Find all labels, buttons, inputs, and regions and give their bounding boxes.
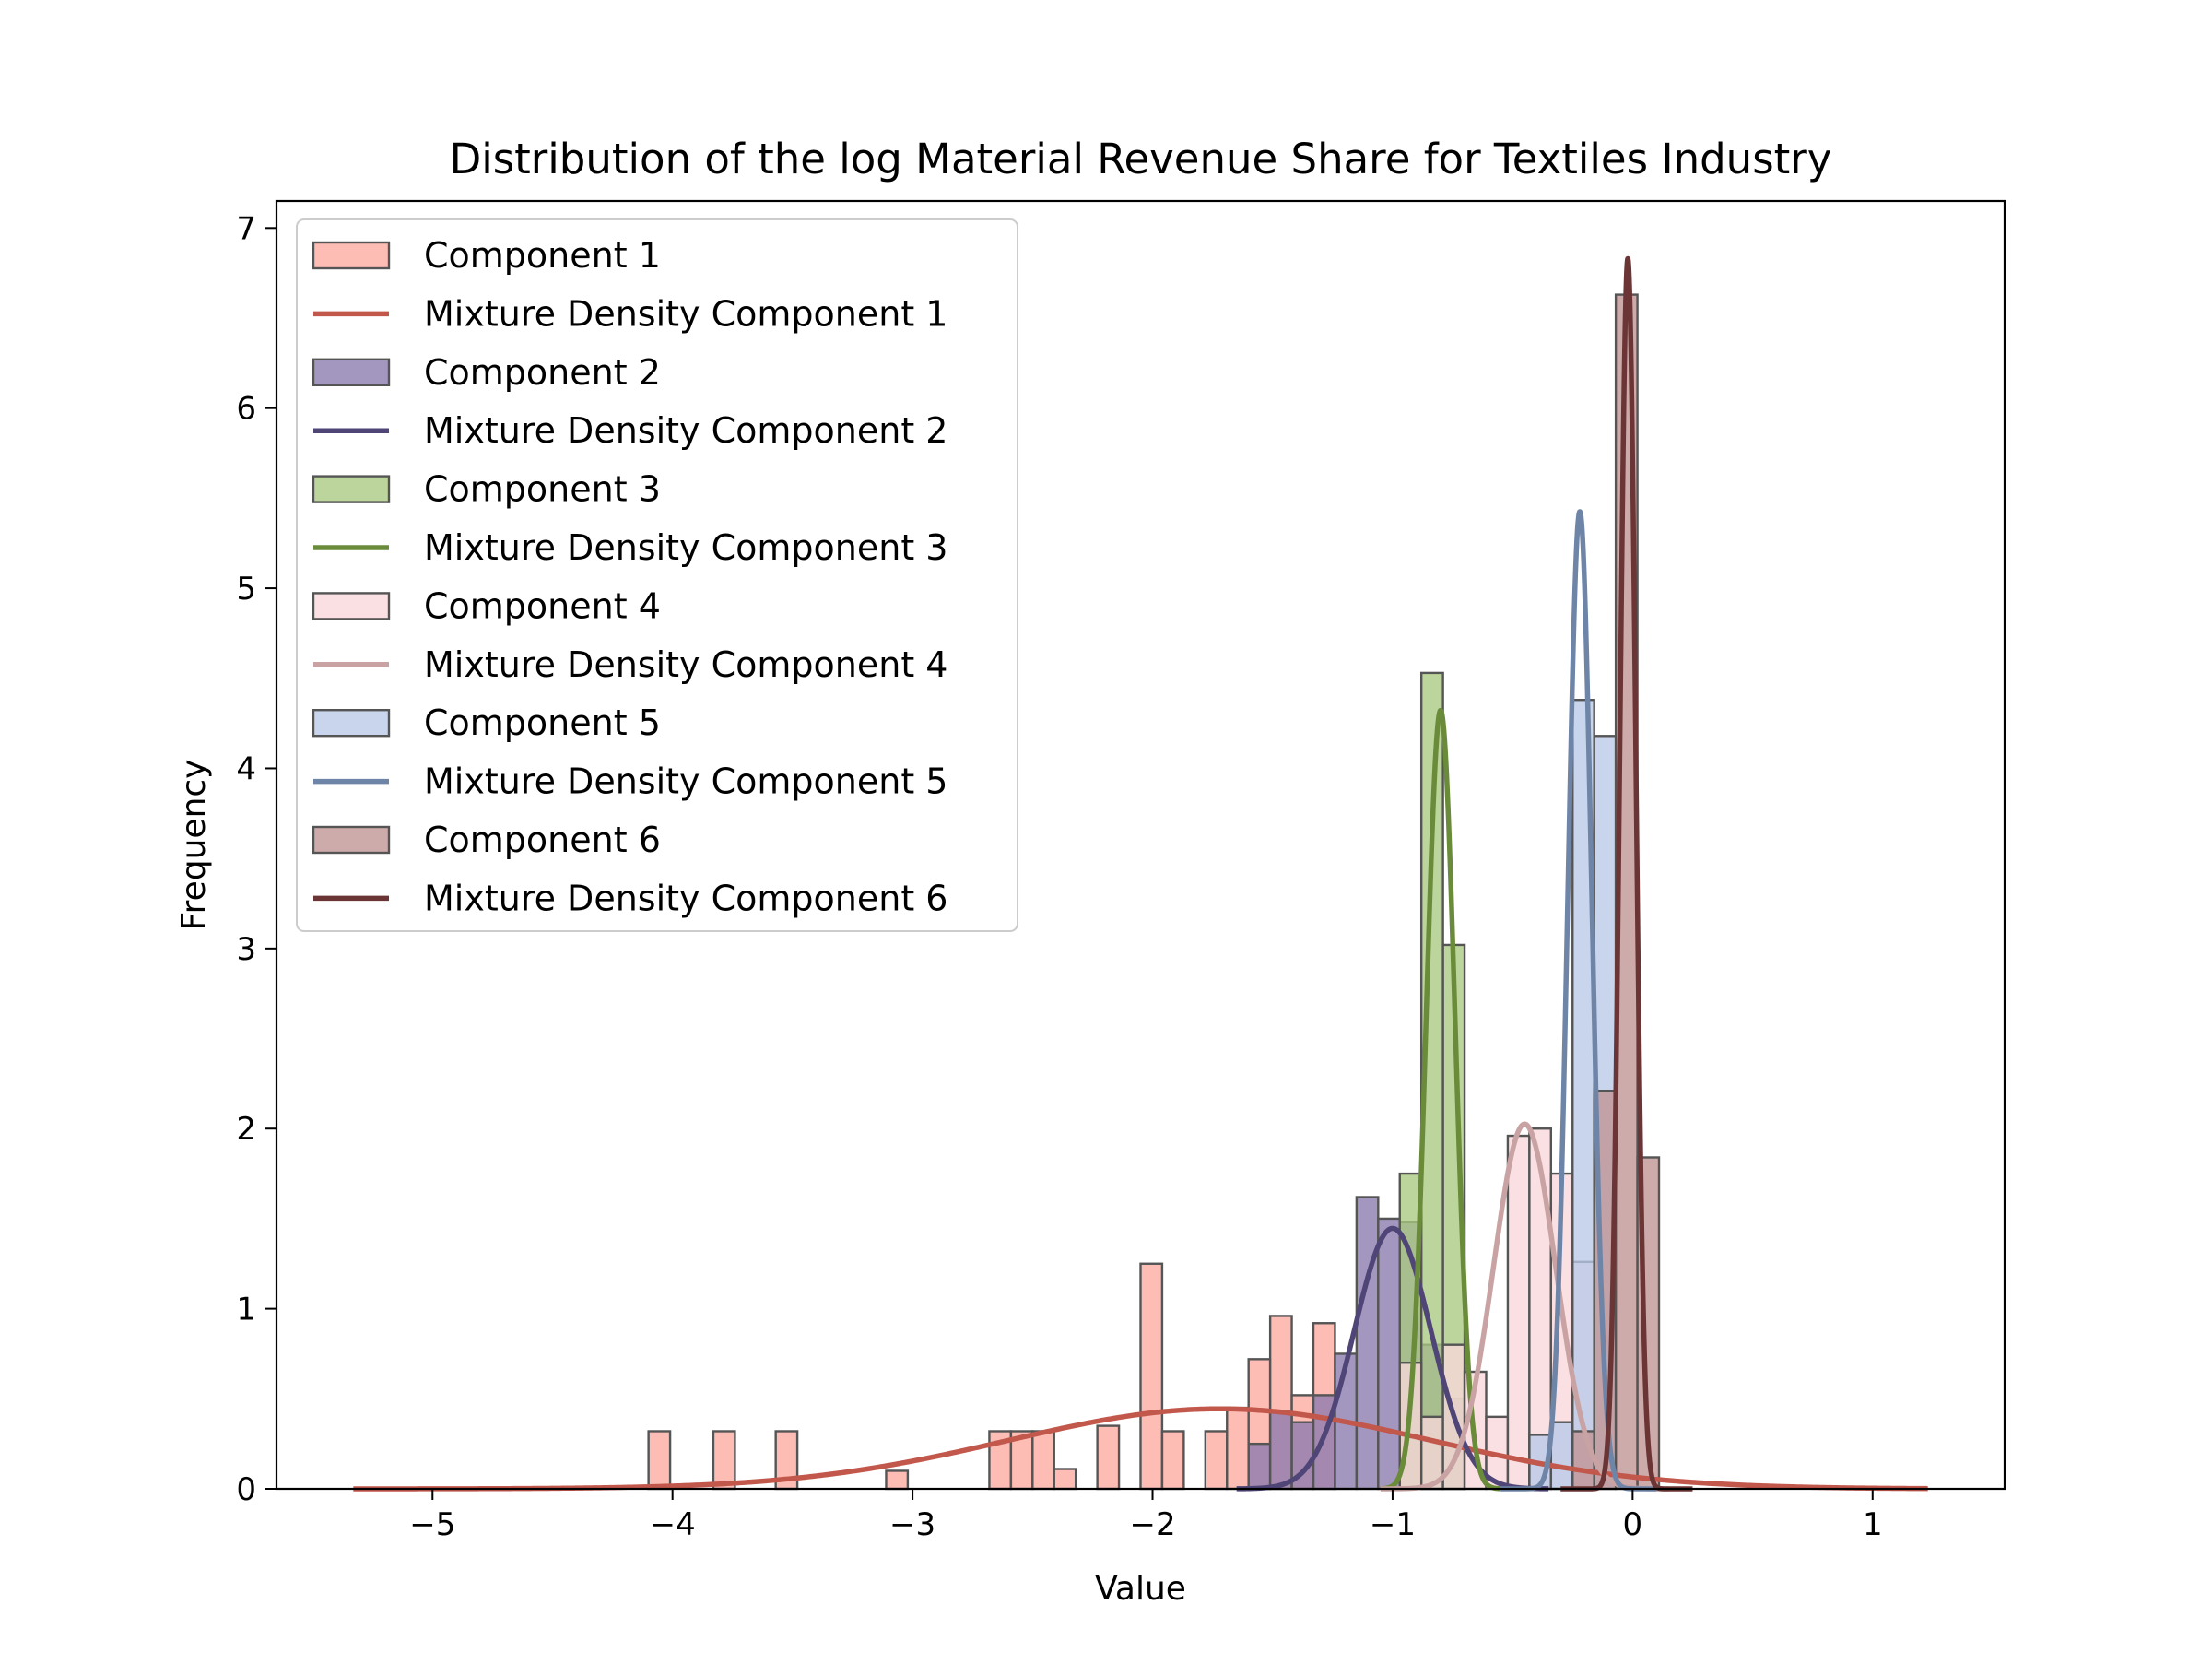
y-axis-label: Frequency <box>175 760 213 931</box>
y-tick-label: 4 <box>236 750 256 787</box>
chart-title: Distribution of the log Material Revenue… <box>450 135 1832 183</box>
legend-swatch <box>312 358 391 386</box>
legend-item: Component 6 <box>312 820 661 860</box>
x-tick-label: −2 <box>1129 1506 1175 1543</box>
legend-label: Mixture Density Component 4 <box>424 644 947 685</box>
y-tick-label: 1 <box>236 1292 256 1328</box>
legend-item: Mixture Density Component 6 <box>313 878 947 918</box>
legend-swatch <box>312 825 391 855</box>
legend-label: Component 3 <box>424 469 661 510</box>
histogram-bar <box>1506 1134 1531 1491</box>
y-tick-label: 5 <box>236 571 256 608</box>
legend-item: Component 2 <box>312 352 661 393</box>
x-tick-label: −5 <box>409 1506 455 1543</box>
plot-frame <box>275 199 2006 1491</box>
histogram-bar <box>1096 1424 1121 1491</box>
histogram-bar <box>1160 1430 1185 1491</box>
x-tick-label: −4 <box>650 1506 696 1543</box>
legend-box <box>296 218 1018 932</box>
x-axis-label: Value <box>1095 1570 1186 1608</box>
y-tick-label: 3 <box>236 931 256 968</box>
y-tick-label: 0 <box>236 1471 256 1508</box>
legend-label: Mixture Density Component 3 <box>424 527 947 568</box>
legend-label: Mixture Density Component 1 <box>424 293 947 334</box>
legend-item: Mixture Density Component 4 <box>313 644 947 685</box>
histogram-bar <box>712 1430 736 1491</box>
legend-label: Mixture Density Component 6 <box>424 878 947 918</box>
legend-item: Component 5 <box>312 702 661 743</box>
histogram-bar <box>1571 1430 1595 1491</box>
legend-label: Mixture Density Component 2 <box>424 410 947 451</box>
legend-item: Mixture Density Component 3 <box>313 527 947 568</box>
y-tick-label: 6 <box>236 391 256 428</box>
legend-swatch <box>312 241 391 270</box>
histogram-bar <box>1139 1262 1164 1491</box>
y-tick-label: 7 <box>236 210 256 247</box>
histogram-bar <box>1268 1410 1293 1491</box>
histogram-bar <box>1247 1442 1272 1491</box>
legend-label: Component 4 <box>424 585 661 626</box>
histogram-bar <box>1226 1406 1250 1491</box>
legend-item: Mixture Density Component 2 <box>313 410 947 451</box>
legend-swatch <box>312 709 391 738</box>
legend: Component 1 Mixture Density Component 1 Co… <box>296 218 1018 932</box>
histogram-bar <box>1053 1468 1077 1491</box>
legend-label: Component 2 <box>424 352 661 393</box>
legend-label: Component 5 <box>424 702 661 743</box>
density-curve <box>1378 707 1503 1492</box>
density-curve <box>1234 1225 1551 1492</box>
x-tick-label: −1 <box>1370 1506 1416 1543</box>
legend-item: Component 4 <box>312 585 661 626</box>
histogram-bar <box>1355 1196 1380 1491</box>
histogram-bar <box>1549 1421 1574 1491</box>
legend-swatch <box>312 592 391 620</box>
histogram-bar <box>885 1469 910 1491</box>
histogram-bar <box>1377 1217 1401 1491</box>
legend-label: Component 1 <box>424 235 661 276</box>
legend-label: Mixture Density Component 5 <box>424 761 947 802</box>
x-tick-label: 1 <box>1863 1506 1883 1543</box>
legend-item: Component 3 <box>312 469 661 510</box>
legend-label: Component 6 <box>424 820 661 860</box>
legend-item: Mixture Density Component 5 <box>313 761 947 802</box>
legend-item: Mixture Density Component 1 <box>313 293 947 334</box>
histogram-bar <box>1204 1430 1229 1491</box>
legend-item: Component 1 <box>312 235 661 276</box>
histogram-bar <box>1031 1430 1055 1491</box>
density-curve <box>353 1406 1928 1492</box>
x-tick-label: −3 <box>889 1506 935 1543</box>
y-tick-label: 2 <box>236 1111 256 1148</box>
legend-swatch <box>312 475 391 503</box>
histogram-bar <box>647 1430 672 1491</box>
x-tick-label: 0 <box>1623 1506 1643 1543</box>
